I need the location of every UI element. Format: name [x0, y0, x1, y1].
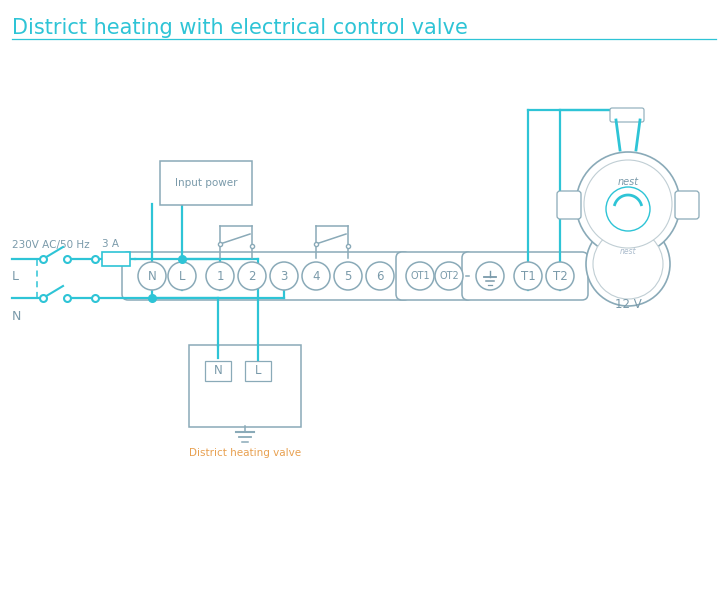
- Circle shape: [238, 262, 266, 290]
- FancyBboxPatch shape: [189, 345, 301, 427]
- Text: 12 V: 12 V: [614, 298, 641, 311]
- Text: 4: 4: [312, 270, 320, 283]
- FancyBboxPatch shape: [102, 252, 130, 266]
- Text: 6: 6: [376, 270, 384, 283]
- Text: N: N: [12, 309, 21, 323]
- FancyBboxPatch shape: [160, 161, 252, 205]
- Text: L: L: [255, 365, 261, 378]
- Circle shape: [138, 262, 166, 290]
- Text: OT2: OT2: [439, 271, 459, 281]
- Text: L: L: [179, 270, 185, 283]
- Circle shape: [576, 152, 680, 256]
- Text: 230V AC/50 Hz: 230V AC/50 Hz: [12, 240, 90, 250]
- Circle shape: [546, 262, 574, 290]
- Text: District heating valve: District heating valve: [189, 448, 301, 458]
- Circle shape: [435, 262, 463, 290]
- Circle shape: [514, 262, 542, 290]
- FancyBboxPatch shape: [245, 361, 271, 381]
- Text: nest: nest: [617, 177, 638, 187]
- Text: T2: T2: [553, 270, 567, 283]
- Circle shape: [302, 262, 330, 290]
- Text: nest: nest: [620, 248, 636, 257]
- Circle shape: [476, 262, 504, 290]
- Text: 3: 3: [280, 270, 288, 283]
- FancyBboxPatch shape: [675, 191, 699, 219]
- Circle shape: [366, 262, 394, 290]
- FancyBboxPatch shape: [614, 254, 642, 272]
- Circle shape: [406, 262, 434, 290]
- FancyBboxPatch shape: [122, 252, 410, 300]
- Text: N: N: [148, 270, 157, 283]
- FancyBboxPatch shape: [396, 252, 473, 300]
- Text: L: L: [12, 270, 19, 283]
- Circle shape: [334, 262, 362, 290]
- FancyBboxPatch shape: [610, 108, 644, 122]
- Text: District heating with electrical control valve: District heating with electrical control…: [12, 18, 468, 38]
- Text: OT1: OT1: [410, 271, 430, 281]
- Circle shape: [270, 262, 298, 290]
- FancyBboxPatch shape: [557, 191, 581, 219]
- Circle shape: [168, 262, 196, 290]
- Circle shape: [593, 229, 663, 299]
- FancyBboxPatch shape: [205, 361, 231, 381]
- FancyBboxPatch shape: [462, 252, 588, 300]
- Circle shape: [606, 187, 650, 231]
- Circle shape: [584, 160, 672, 248]
- Text: N: N: [213, 365, 222, 378]
- Text: Input power: Input power: [175, 178, 237, 188]
- Text: T1: T1: [521, 270, 535, 283]
- Text: 3 A: 3 A: [101, 239, 119, 249]
- Text: 2: 2: [248, 270, 256, 283]
- Text: 1: 1: [216, 270, 223, 283]
- Circle shape: [586, 222, 670, 306]
- Circle shape: [206, 262, 234, 290]
- Text: 5: 5: [344, 270, 352, 283]
